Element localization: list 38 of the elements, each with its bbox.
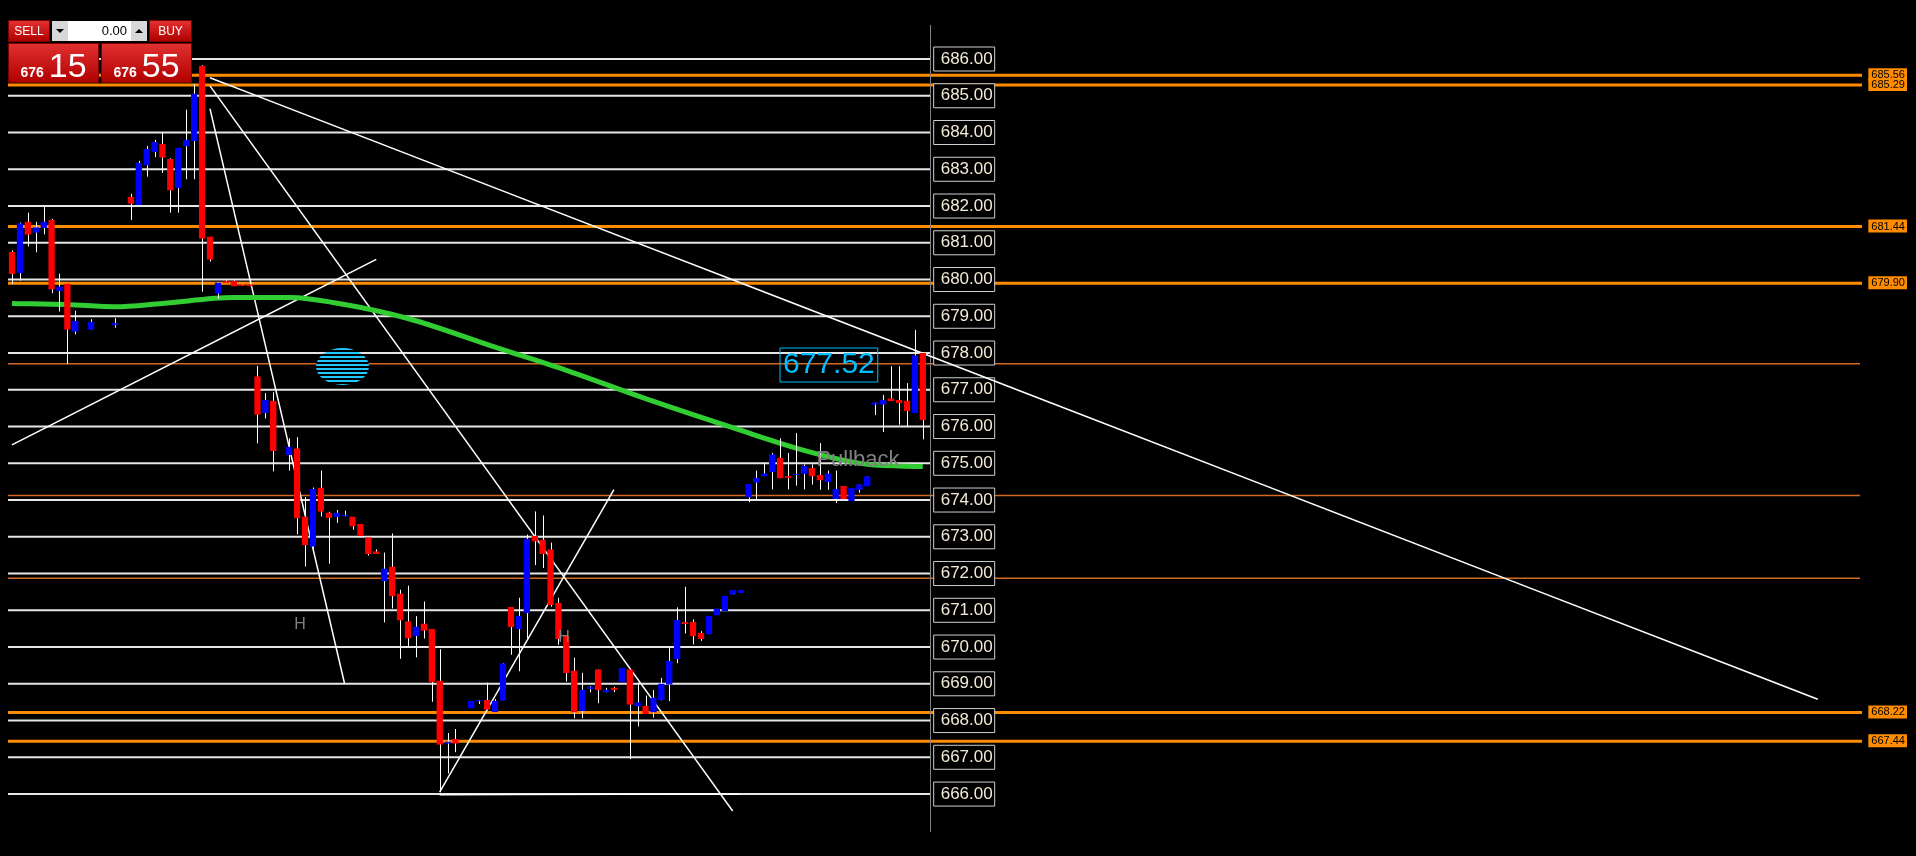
buy-button: BUY <box>149 20 192 42</box>
y-tick-label: 681.00 <box>940 232 993 252</box>
y-tick-label: 670.00 <box>940 636 993 656</box>
y-tick-label: 684.00 <box>940 122 993 142</box>
number-field: 0.00 <box>52 21 147 41</box>
ref-line-label: 685.29 <box>1871 78 1905 91</box>
annotation: 676 <box>20 64 44 80</box>
y-tick-label: 680.00 <box>940 269 993 289</box>
ref-line-label: 667.44 <box>1871 734 1905 747</box>
annotation: 0.00 <box>100 23 127 38</box>
annotation: H <box>294 615 306 633</box>
annotation: 55 <box>141 46 180 85</box>
ref-line-label: 668.22 <box>1871 705 1905 718</box>
y-tick-label: 668.00 <box>940 710 993 730</box>
y-tick-label: 682.00 <box>940 195 993 215</box>
price-panel: 676 15 <box>8 43 99 83</box>
y-tick-label: 686.00 <box>940 48 993 68</box>
annotation: 676 <box>113 64 137 80</box>
y-tick-label: 666.00 <box>940 783 993 803</box>
y-tick-label: 683.00 <box>940 158 993 178</box>
y-tick-label: 673.00 <box>940 526 993 546</box>
y-tick-label: 667.00 <box>940 746 993 766</box>
y-tick-label: 678.00 <box>940 342 993 362</box>
ref-line-label: 679.90 <box>1871 276 1905 289</box>
y-tick-label: 672.00 <box>940 563 993 583</box>
annotation: 15 <box>48 46 87 85</box>
y-tick-label: 675.00 <box>940 452 993 472</box>
y-tick-label: 671.00 <box>940 599 993 619</box>
ref-line-label: 681.44 <box>1871 219 1905 232</box>
y-tick-label: 669.00 <box>940 673 993 693</box>
y-tick-label: 685.00 <box>940 85 993 105</box>
ref-line-label: 685.56 <box>1871 68 1905 81</box>
y-tick-label: 674.00 <box>940 489 993 509</box>
y-tick-label: 679.00 <box>940 305 993 325</box>
y-tick-label: 676.00 <box>940 416 993 436</box>
y-tick-label: 677.00 <box>940 379 993 399</box>
price-panel: 676 55 <box>101 43 192 83</box>
sell-button: SELL <box>8 20 50 42</box>
